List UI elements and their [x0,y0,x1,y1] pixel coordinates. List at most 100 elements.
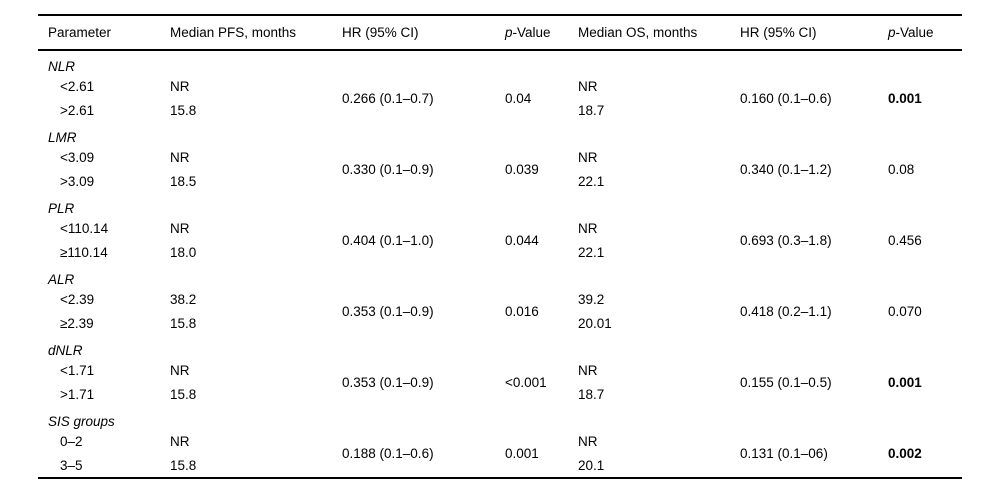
os-median-cell: NR [578,362,598,378]
group-row-spacer [170,264,962,287]
group-row-spacer [170,335,962,358]
os-median-cell: 18.7 [578,102,605,118]
pfs-median-cell: 18.0 [170,244,197,260]
survival-analysis-table-wrap: Parameter Median PFS, months HR (95% CI)… [38,14,962,479]
group-label: PLR [48,201,75,216]
os-pvalue-cell: 0.456 [888,232,922,248]
os-hr-cell: 0.131 (0.1–06) [740,445,828,461]
table-row: ≥110.14 18.0 22.1 [38,240,962,264]
os-hr-cell: 0.155 (0.1–0.5) [740,374,832,390]
pfs-hr-cell: 0.353 (0.1–0.9) [342,374,434,390]
pfs-median-cell: 18.5 [170,173,197,189]
table-row: <110.14 NR 0.404 (0.1–1.0) 0.044 NR 0.69… [38,216,962,248]
table-row: 3–5 15.8 20.1 [38,453,962,478]
cutoff-cell: 0–2 [60,433,83,449]
os-median-cell: 22.1 [578,244,605,260]
header-os-hr: HR (95% CI) [740,14,888,51]
header-pfs-hr: HR (95% CI) [342,14,505,51]
os-hr-cell: 0.418 (0.2–1.1) [740,303,832,319]
group-label: dNLR [48,343,83,358]
pfs-pvalue-cell: 0.016 [505,303,539,319]
os-pvalue-cell: 0.001 [888,90,922,106]
pfs-median-cell: 38.2 [170,291,197,307]
table-row: >3.09 18.5 22.1 [38,169,962,193]
os-pvalue-cell: 0.001 [888,374,922,390]
pfs-hr-cell: 0.266 (0.1–0.7) [342,90,434,106]
header-parameter: Parameter [38,14,170,51]
pfs-pvalue-cell: 0.039 [505,161,539,177]
pfs-median-cell: NR [170,78,190,94]
group-label: ALR [48,272,75,287]
header-median-os: Median OS, months [578,14,740,51]
pfs-median-cell: NR [170,433,190,449]
group-label: NLR [48,59,76,74]
cutoff-cell: <110.14 [60,220,109,236]
group-row-spacer [170,122,962,145]
pfs-median-cell: 15.8 [170,102,197,118]
group-row-dnlr: dNLR [38,335,962,358]
pfs-hr-cell: 0.353 (0.1–0.9) [342,303,434,319]
cutoff-cell: <1.71 [60,362,95,378]
os-median-cell: 39.2 [578,291,605,307]
cutoff-cell: >3.09 [60,173,95,189]
os-hr-cell: 0.160 (0.1–0.6) [740,90,832,106]
os-hr-cell: 0.340 (0.1–1.2) [740,161,832,177]
group-row-nlr: NLR [38,50,962,74]
survival-analysis-table: Parameter Median PFS, months HR (95% CI)… [38,14,962,479]
group-row-spacer [170,50,962,74]
table-row: <2.61 NR 0.266 (0.1–0.7) 0.04 NR 0.160 (… [38,74,962,106]
header-row: Parameter Median PFS, months HR (95% CI)… [38,14,962,51]
os-median-cell: NR [578,149,598,165]
cutoff-cell: >2.61 [60,102,95,118]
cutoff-cell: ≥2.39 [60,315,94,331]
cutoff-cell: 3–5 [60,457,83,473]
group-label: LMR [48,130,77,145]
table-row: <3.09 NR 0.330 (0.1–0.9) 0.039 NR 0.340 … [38,145,962,177]
group-row-spacer [170,193,962,216]
os-median-cell: 20.1 [578,457,605,473]
os-median-cell: 18.7 [578,386,605,402]
cutoff-cell: >1.71 [60,386,95,402]
os-pvalue-cell: 0.070 [888,303,922,319]
cutoff-cell: ≥110.14 [60,244,108,260]
os-median-cell: NR [578,78,598,94]
pfs-hr-cell: 0.330 (0.1–0.9) [342,161,434,177]
header-pfs-pvalue: p-Value [505,14,578,51]
pfs-median-cell: 15.8 [170,386,197,402]
pfs-hr-cell: 0.188 (0.1–0.6) [342,445,434,461]
table-row: 0–2 NR 0.188 (0.1–0.6) 0.001 NR 0.131 (0… [38,429,962,461]
pfs-median-cell: 15.8 [170,315,197,331]
os-pvalue-cell: 0.002 [888,445,922,461]
group-row-alr: ALR [38,264,962,287]
cutoff-cell: <2.39 [60,291,95,307]
table-row: >2.61 15.8 18.7 [38,98,962,122]
cutoff-cell: <3.09 [60,149,95,165]
os-pvalue-cell: 0.08 [888,161,915,177]
os-median-cell: NR [578,433,598,449]
pfs-hr-cell: 0.404 (0.1–1.0) [342,232,434,248]
pfs-pvalue-cell: 0.001 [505,445,539,461]
table-row: <1.71 NR 0.353 (0.1–0.9) <0.001 NR 0.155… [38,358,962,390]
group-row-sis: SIS groups [38,406,962,429]
pfs-pvalue-cell: <0.001 [505,374,547,390]
pfs-median-cell: NR [170,362,190,378]
table-row: >1.71 15.8 18.7 [38,382,962,406]
pfs-median-cell: NR [170,220,190,236]
group-row-spacer [170,406,962,429]
pfs-median-cell: 15.8 [170,457,197,473]
group-label: SIS groups [48,414,115,429]
table-row: <2.39 38.2 0.353 (0.1–0.9) 0.016 39.2 0.… [38,287,962,319]
os-median-cell: 20.01 [578,315,612,331]
header-os-pvalue: p-Value [888,14,962,51]
pfs-median-cell: NR [170,149,190,165]
pfs-pvalue-cell: 0.04 [505,90,532,106]
os-median-cell: NR [578,220,598,236]
os-hr-cell: 0.693 (0.3–1.8) [740,232,832,248]
group-row-plr: PLR [38,193,962,216]
header-median-pfs: Median PFS, months [170,14,342,51]
cutoff-cell: <2.61 [60,78,95,94]
table-row: ≥2.39 15.8 20.01 [38,311,962,335]
pfs-pvalue-cell: 0.044 [505,232,539,248]
os-median-cell: 22.1 [578,173,605,189]
group-row-lmr: LMR [38,122,962,145]
